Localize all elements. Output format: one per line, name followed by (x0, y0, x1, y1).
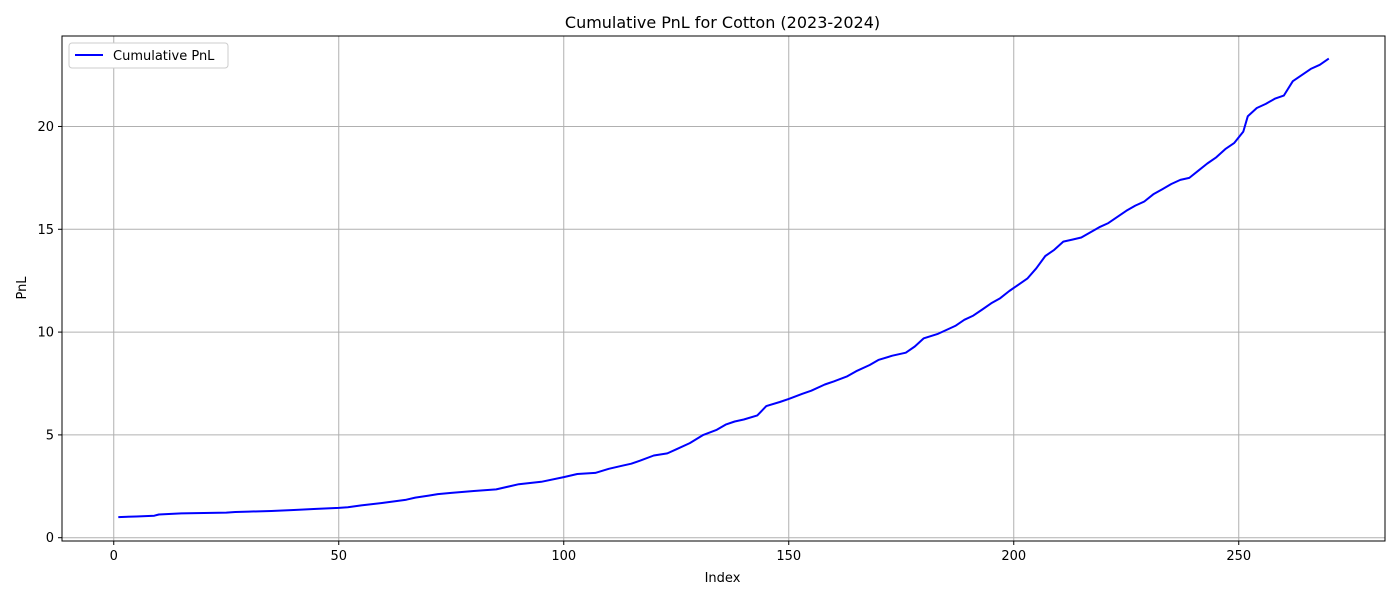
y-axis-label: PnL (15, 276, 30, 300)
x-tick-label: 200 (1001, 549, 1026, 564)
legend: Cumulative PnL (68, 42, 229, 69)
y-tick-label: 0 (46, 531, 54, 546)
x-tick-label: 250 (1226, 549, 1251, 564)
legend-box (68, 42, 229, 69)
plot-area (61, 35, 1386, 542)
y-tick-label: 10 (37, 326, 54, 341)
series-line-0 (118, 57, 1330, 519)
y-tick-label: 20 (37, 120, 54, 135)
y-tick-label: 15 (37, 223, 54, 238)
x-tick-label: 50 (330, 549, 347, 564)
series-layer (118, 57, 1330, 519)
y-tick-label: 5 (46, 428, 54, 443)
x-tick-label: 0 (110, 549, 118, 564)
chart-title: Cumulative PnL for Cotton (2023-2024) (565, 13, 880, 32)
x-tick-label: 100 (551, 549, 576, 564)
x-tick-label: 150 (776, 549, 801, 564)
legend-label: Cumulative PnL (113, 49, 215, 64)
axis-ticks: 0 50 100 150 200 250 0 5 10 15 20 (37, 120, 1251, 564)
x-axis-label: Index (705, 571, 741, 586)
